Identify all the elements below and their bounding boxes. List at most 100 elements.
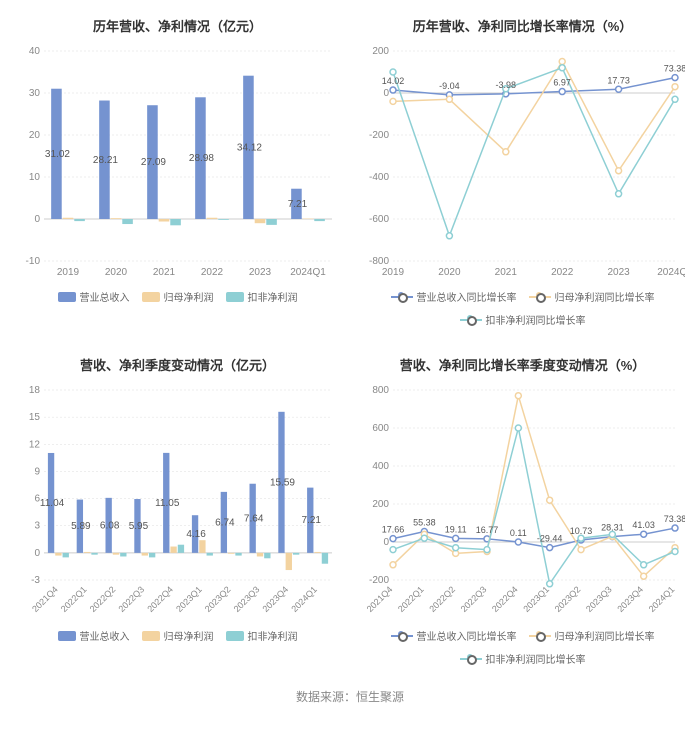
legend-item: 营业总收入	[58, 289, 130, 304]
svg-text:2022Q3: 2022Q3	[116, 584, 146, 614]
svg-text:18: 18	[29, 385, 41, 396]
legend-item: 扣非净利润同比增长率	[460, 312, 586, 327]
legend-label: 扣非净利润	[248, 289, 298, 304]
svg-text:2023Q4: 2023Q4	[260, 584, 290, 614]
svg-text:17.73: 17.73	[607, 75, 630, 85]
svg-text:0: 0	[34, 214, 40, 225]
legend-label: 营业总收入	[80, 289, 130, 304]
svg-text:5.95: 5.95	[129, 521, 149, 532]
svg-text:-9.04: -9.04	[439, 81, 460, 91]
legend-label: 归母净利润同比增长率	[555, 289, 655, 304]
svg-text:2022Q4: 2022Q4	[490, 584, 520, 614]
svg-text:2022Q1: 2022Q1	[396, 584, 426, 614]
svg-text:4.16: 4.16	[186, 529, 206, 540]
legend-label: 归母净利润	[164, 289, 214, 304]
svg-text:2021Q4: 2021Q4	[30, 584, 60, 614]
svg-text:2023: 2023	[607, 267, 630, 278]
svg-text:2023Q3: 2023Q3	[584, 584, 614, 614]
chart1-legend: 营业总收入 归母净利润 扣非净利润	[10, 289, 345, 304]
legend-item: 归母净利润	[142, 289, 214, 304]
legend-line-marker	[391, 292, 413, 302]
svg-text:6.08: 6.08	[100, 520, 120, 531]
chart2-legend: 营业总收入同比增长率 归母净利润同比增长率扣非净利润同比增长率	[355, 289, 690, 327]
svg-text:16.77: 16.77	[476, 525, 499, 535]
panel-annual-values: 历年营收、净利情况（亿元） -1001020304031.0228.2127.0…	[10, 10, 345, 339]
legend-line-marker	[529, 292, 551, 302]
svg-text:2022: 2022	[201, 267, 224, 278]
svg-text:19.11: 19.11	[445, 524, 467, 534]
svg-text:7.21: 7.21	[288, 199, 308, 210]
svg-text:-3: -3	[31, 575, 40, 586]
svg-text:2023Q4: 2023Q4	[615, 584, 645, 614]
svg-text:11.05: 11.05	[155, 498, 180, 509]
legend-label: 扣非净利润同比增长率	[486, 312, 586, 327]
svg-text:40: 40	[29, 46, 41, 57]
svg-text:200: 200	[372, 46, 389, 57]
svg-text:2023Q3: 2023Q3	[232, 584, 262, 614]
chart3-area: -3036912151811.045.896.085.9511.054.166.…	[10, 382, 340, 622]
legend-swatch	[58, 292, 76, 302]
legend-line-marker	[529, 631, 551, 641]
svg-text:800: 800	[372, 385, 389, 396]
panel-annual-growth: 历年营收、净利同比增长率情况（%） -800-600-400-200020014…	[355, 10, 690, 339]
svg-text:15: 15	[29, 412, 41, 423]
legend-line-marker	[460, 315, 482, 325]
legend-swatch	[58, 631, 76, 641]
chart3-title: 营收、净利季度变动情况（亿元）	[10, 355, 345, 374]
svg-text:2020: 2020	[438, 267, 461, 278]
legend-item: 营业总收入	[58, 628, 130, 643]
svg-text:2023Q2: 2023Q2	[553, 584, 583, 614]
svg-text:20: 20	[29, 130, 41, 141]
legend-swatch	[142, 292, 160, 302]
svg-text:-10: -10	[26, 256, 41, 267]
svg-text:3: 3	[34, 521, 40, 532]
legend-item: 扣非净利润同比增长率	[460, 651, 586, 666]
legend-item: 归母净利润同比增长率	[529, 628, 655, 643]
svg-text:12: 12	[29, 439, 41, 450]
svg-text:5.89: 5.89	[71, 521, 91, 532]
svg-text:31.02: 31.02	[45, 149, 70, 160]
svg-text:-600: -600	[369, 214, 389, 225]
svg-text:-800: -800	[369, 256, 389, 267]
svg-text:73.38: 73.38	[664, 64, 685, 74]
svg-text:0: 0	[383, 537, 389, 548]
svg-text:2021: 2021	[153, 267, 176, 278]
svg-text:0: 0	[34, 548, 40, 559]
svg-text:2019: 2019	[57, 267, 80, 278]
legend-label: 归母净利润同比增长率	[555, 628, 655, 643]
chart3-legend: 营业总收入归母净利润扣非净利润	[10, 628, 345, 643]
svg-text:17.66: 17.66	[382, 525, 405, 535]
svg-text:6.74: 6.74	[215, 517, 235, 528]
svg-text:2021: 2021	[495, 267, 518, 278]
svg-text:2023Q1: 2023Q1	[174, 584, 204, 614]
svg-text:2022: 2022	[551, 267, 574, 278]
svg-text:9: 9	[34, 466, 40, 477]
svg-text:2023: 2023	[249, 267, 272, 278]
svg-text:28.98: 28.98	[189, 153, 214, 164]
svg-text:2022Q2: 2022Q2	[427, 584, 457, 614]
svg-text:73.38: 73.38	[664, 514, 685, 524]
data-source-footer: 数据来源：恒生聚源	[10, 688, 690, 705]
legend-label: 归母净利润	[164, 628, 214, 643]
svg-text:10: 10	[29, 172, 41, 183]
svg-text:28.31: 28.31	[601, 523, 624, 533]
legend-label: 营业总收入同比增长率	[417, 628, 517, 643]
chart4-area: -200020040060080017.6655.3819.1116.770.1…	[355, 382, 685, 622]
svg-text:2024Q1: 2024Q1	[647, 584, 677, 614]
svg-text:34.12: 34.12	[237, 142, 262, 153]
legend-item: 归母净利润同比增长率	[529, 289, 655, 304]
svg-text:28.21: 28.21	[93, 155, 118, 166]
svg-text:2022Q1: 2022Q1	[59, 584, 89, 614]
panel-quarterly-growth: 营收、净利同比增长率季度变动情况（%） -200020040060080017.…	[355, 349, 690, 678]
svg-text:0: 0	[383, 88, 389, 99]
svg-text:27.09: 27.09	[141, 157, 166, 168]
legend-item: 归母净利润	[142, 628, 214, 643]
svg-text:0.11: 0.11	[510, 528, 527, 538]
svg-text:15.59: 15.59	[270, 477, 295, 488]
legend-swatch	[226, 292, 244, 302]
svg-text:-3.98: -3.98	[496, 80, 517, 90]
svg-text:2021Q4: 2021Q4	[365, 584, 395, 614]
legend-item: 营业总收入同比增长率	[391, 289, 517, 304]
chart2-area: -800-600-400-200020014.02-9.04-3.986.971…	[355, 43, 685, 283]
svg-text:-29.44: -29.44	[537, 534, 563, 544]
